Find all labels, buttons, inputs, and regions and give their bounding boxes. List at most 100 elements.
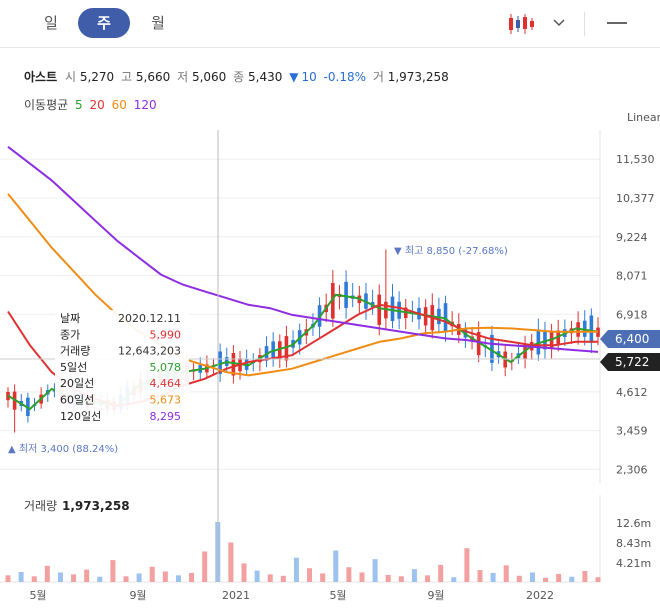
volume-bar — [149, 566, 155, 582]
current-price-badge: 5,722 — [600, 353, 660, 371]
tooltip-value: 12,643,203 — [118, 345, 181, 358]
volume-bar — [438, 564, 444, 582]
volume-bar — [543, 577, 549, 582]
volume-bar — [18, 572, 24, 582]
volume-bar — [503, 565, 509, 582]
candle-body — [536, 329, 541, 355]
volume-bar — [569, 576, 575, 582]
candle-body — [390, 296, 395, 322]
price-tick-label: 2,306 — [616, 463, 648, 476]
price-tick-label: 4,612 — [616, 386, 648, 399]
volume-tick-3: 4.21m — [616, 557, 651, 570]
ma120-legend: 120 — [133, 98, 157, 112]
candle-body — [231, 353, 236, 376]
ma60-legend: 60 — [111, 98, 127, 112]
price-tick-label: 10,377 — [616, 192, 655, 205]
volume-bar — [556, 573, 562, 582]
close-label: 종 — [233, 70, 245, 84]
toolbar-divider — [584, 12, 585, 36]
time-axis-label: 9월 — [129, 589, 146, 602]
tooltip-label: 60일선 — [60, 393, 94, 407]
high-annotation: ▼ 최고 8,850 (-27.68%) — [394, 245, 508, 257]
close-value: 5,430 — [248, 70, 283, 84]
price-tick-label: 11,530 — [616, 153, 655, 166]
tooltip-label: 120일선 — [60, 409, 101, 423]
tooltip-value: 5,673 — [150, 394, 182, 407]
time-axis-label: 9월 — [427, 589, 444, 602]
volume-bar — [451, 577, 457, 582]
volume-bar — [516, 575, 522, 582]
candlestick-icon[interactable] — [506, 12, 536, 36]
candle-body — [589, 315, 594, 343]
tab-monthly[interactable]: 월 — [151, 14, 165, 32]
ma-label: 이동평균 — [24, 98, 69, 112]
moving-average-legend[interactable]: 이동평균 5 20 60 120 — [24, 96, 160, 113]
candle-body — [476, 332, 481, 356]
open-label: 시 — [64, 70, 76, 84]
tooltip-value: 4,464 — [150, 377, 182, 390]
change-percent: -0.18% — [323, 70, 366, 84]
time-axis-label: 2022 — [526, 589, 554, 602]
horizontal-line-icon[interactable] — [606, 16, 628, 30]
volume-bar — [582, 571, 588, 582]
time-axis-label: 2021 — [222, 589, 250, 602]
svg-text:6,400: 6,400 — [615, 332, 649, 346]
stock-name: 아스트 — [24, 70, 58, 84]
high-value: 5,660 — [135, 70, 171, 84]
volume-bar — [241, 563, 247, 582]
high-label: 고 — [121, 70, 133, 84]
tab-weekly[interactable]: 주 — [78, 8, 130, 38]
volume-bar — [307, 568, 313, 582]
quote-summary: 아스트 시 5,270 고 5,660 저 5,060 종 5,430 ▼ 10 … — [24, 68, 452, 85]
volume-bar — [175, 575, 181, 582]
price-tick-label: 6,918 — [616, 308, 648, 321]
ma5-legend: 5 — [75, 98, 83, 112]
volume-bar — [57, 572, 63, 582]
tooltip-value: 5,990 — [150, 328, 182, 341]
volume-tick-1: 12.6m — [616, 517, 651, 530]
candle-body — [331, 282, 335, 319]
volume-panel-value: 1,973,258 — [62, 499, 130, 513]
candle-body — [490, 334, 494, 363]
tooltip-label: 20일선 — [60, 376, 94, 390]
volume-bar — [425, 575, 431, 582]
tooltip-label: 날짜 — [60, 312, 80, 325]
candle-body — [218, 351, 222, 374]
period-toolbar: 일 주 월 — [0, 0, 660, 48]
volume-bar — [162, 571, 168, 582]
volume-bar — [71, 574, 77, 582]
volume-bar — [110, 560, 116, 582]
ma-line-4 — [7, 146, 599, 353]
volume-bar — [372, 559, 378, 582]
tooltip-value: 2020.12.11 — [118, 312, 181, 325]
volume-bar — [385, 574, 391, 582]
price-tick-label: 9,224 — [616, 231, 648, 244]
candle-body — [344, 281, 348, 308]
volume-bar — [228, 542, 234, 582]
tab-daily[interactable]: 일 — [44, 14, 58, 32]
change-arrow-icon: ▼ — [289, 70, 299, 84]
volume-bar — [529, 572, 535, 582]
volume-bar — [123, 576, 129, 582]
volume-bar — [280, 575, 286, 582]
volume-bar — [202, 551, 208, 582]
volume-bar — [84, 569, 90, 582]
volume-bar — [333, 550, 339, 582]
svg-text:5,722: 5,722 — [615, 355, 649, 369]
volume-bar — [595, 577, 601, 582]
volume-bar — [398, 576, 404, 582]
volume-bar — [254, 570, 260, 582]
volume-bar — [293, 557, 299, 582]
ma-value-badge: 6,400 — [600, 330, 660, 348]
volume-bar — [189, 572, 195, 582]
volume-bar — [31, 576, 37, 582]
chevron-down-icon[interactable] — [552, 16, 566, 30]
volume-tick-2: 8.43m — [616, 537, 651, 550]
volume-panel-label: 거래량 — [24, 499, 57, 513]
price-tick-label: 8,071 — [616, 270, 648, 283]
volume-bar — [44, 565, 50, 582]
scale-toggle[interactable]: Linear — [627, 111, 660, 124]
tooltip-value: 8,295 — [150, 410, 182, 423]
price-tick-label: 3,459 — [616, 425, 648, 438]
